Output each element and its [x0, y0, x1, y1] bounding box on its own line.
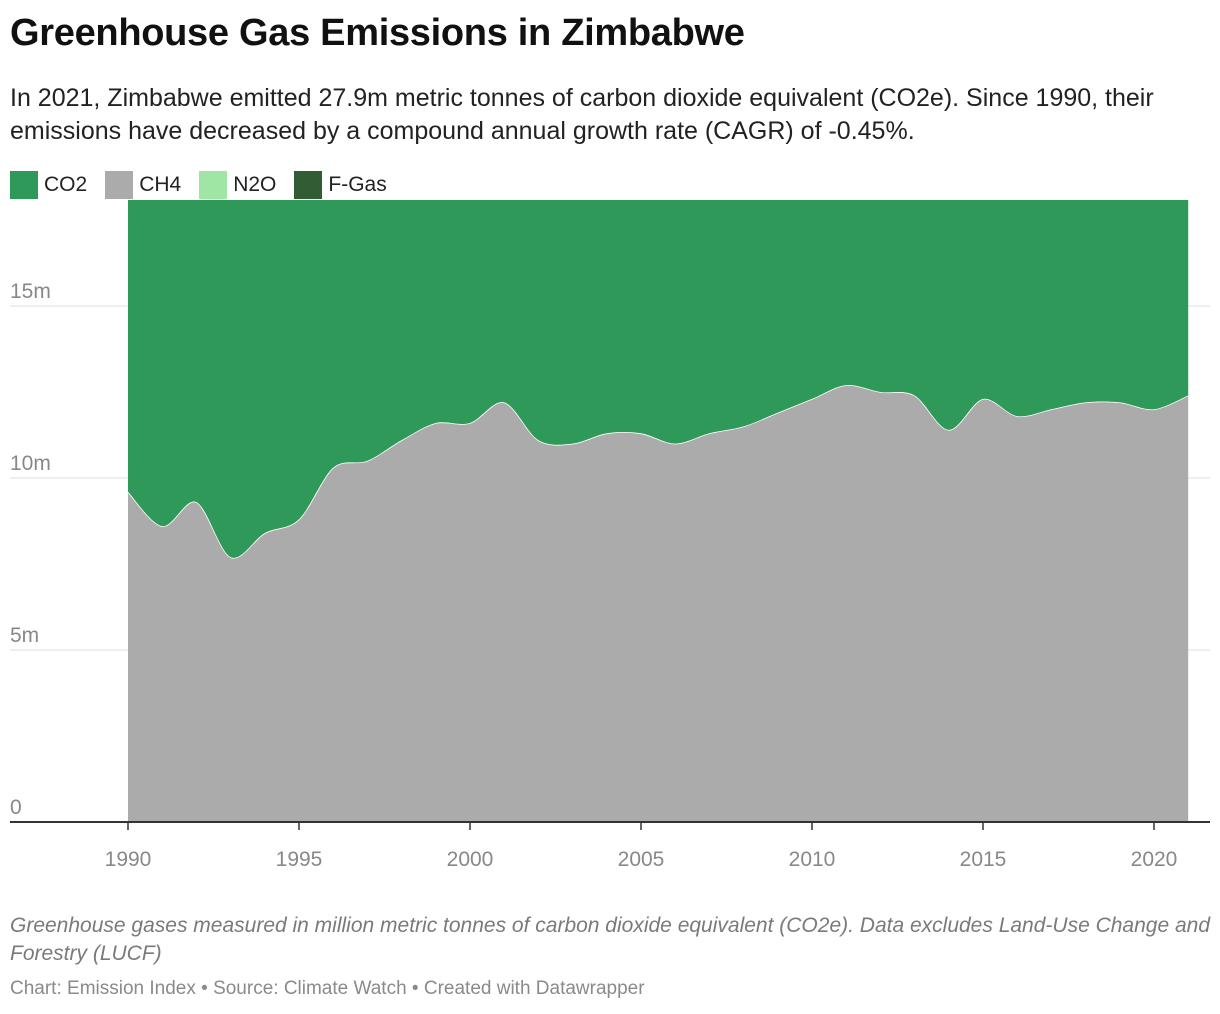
y-tick-label: 10m	[10, 452, 51, 475]
x-tick-label: 2010	[789, 848, 836, 871]
legend-item-ch4: CH4	[105, 171, 181, 199]
legend-label-ch4: CH4	[139, 173, 182, 196]
x-tick-label: 2020	[1131, 848, 1178, 871]
legend-swatch-n2o	[199, 171, 228, 199]
y-tick-label: 5m	[10, 624, 39, 647]
x-tick-label: 1990	[105, 848, 152, 871]
chart-title: Greenhouse Gas Emissions in Zimbabwe	[10, 12, 745, 54]
stacked-area-chart: 05m10m15m20m25m30m1990199520002005201020…	[10, 200, 1210, 871]
chart-byline: Chart: Emission Index • Source: Climate …	[10, 978, 645, 999]
legend-swatch-ch4	[105, 171, 134, 199]
area-series-ch4	[128, 384, 1189, 822]
x-tick-label: 2015	[960, 848, 1007, 871]
y-tick-label: 0	[10, 796, 22, 819]
y-tick-label: 15m	[10, 280, 51, 303]
chart-subtitle: In 2021, Zimbabwe emitted 27.9m metric t…	[10, 84, 1154, 145]
x-tick-label: 2005	[618, 848, 665, 871]
legend-item-n2o: N2O	[199, 171, 276, 199]
x-tick-label: 2000	[447, 848, 494, 871]
legend-swatch-fgas	[294, 171, 323, 199]
legend-label-n2o: N2O	[233, 173, 277, 196]
legend-item-co2: CO2	[10, 171, 87, 199]
x-tick-label: 1995	[276, 848, 323, 871]
legend-swatch-co2	[10, 171, 38, 199]
legend-label-co2: CO2	[44, 173, 88, 196]
legend: CO2 CH4 N2O F-Gas	[10, 171, 405, 199]
legend-item-fgas: F-Gas	[294, 171, 387, 199]
chart-notes: Greenhouse gases measured in million met…	[10, 914, 1211, 965]
area-series-co2	[128, 200, 1189, 558]
legend-label-fgas: F-Gas	[328, 173, 387, 196]
